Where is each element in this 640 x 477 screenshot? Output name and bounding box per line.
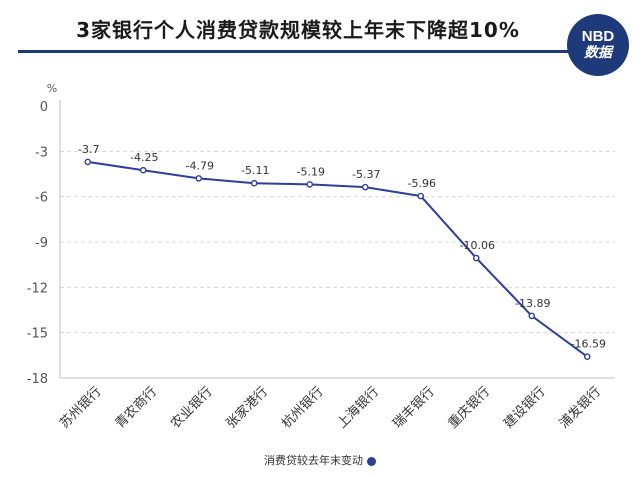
- data-label: -3.7: [78, 143, 99, 156]
- x-tick-label: 重庆银行: [445, 384, 493, 432]
- x-tick-label: 瑞丰银行: [390, 384, 437, 431]
- data-label: -10.06: [460, 239, 495, 252]
- data-label: -4.79: [186, 159, 214, 172]
- x-tick-label: 上海银行: [335, 384, 382, 431]
- x-tick-label: 张家港行: [223, 384, 271, 432]
- y-tick-label: -3: [35, 145, 48, 160]
- y-unit-label: %: [47, 82, 57, 95]
- data-point: [528, 312, 536, 320]
- y-tick-label: -18: [27, 372, 48, 387]
- data-point: [361, 183, 369, 191]
- series-line: [87, 160, 588, 358]
- data-label: -5.96: [408, 177, 436, 190]
- data-point: [583, 353, 591, 360]
- logo-text-data: 数据: [584, 45, 612, 61]
- data-point: [472, 254, 480, 262]
- x-tick-label: 建设银行: [501, 384, 548, 431]
- data-point: [139, 166, 147, 174]
- data-point: [417, 192, 425, 200]
- title-bar: 3家银行个人消费贷款规模较上年末下降超10%: [18, 0, 622, 60]
- data-label: -5.11: [241, 164, 269, 177]
- x-tick-label: 杭州银行: [279, 384, 326, 431]
- data-point: [250, 179, 258, 187]
- y-tick-label: -9: [35, 236, 48, 251]
- data-label: -5.37: [352, 168, 380, 181]
- data-point: [84, 158, 92, 166]
- legend-label: 消费贷较去年末变动: [264, 454, 363, 467]
- title-underline: [18, 50, 578, 53]
- legend-marker: [367, 456, 376, 466]
- data-label: -4.25: [130, 151, 158, 164]
- data-point: [306, 181, 314, 188]
- legend: 消费贷较去年末变动: [0, 452, 640, 468]
- data-label: -16.59: [571, 338, 606, 351]
- y-tick-label: -12: [27, 281, 48, 296]
- y-tick-label: -6: [35, 191, 48, 206]
- y-tick-label: 0: [40, 100, 48, 115]
- data-label: -13.89: [515, 297, 550, 310]
- logo-text-nbd: NBD: [581, 28, 615, 45]
- chart-title: 3家银行个人消费贷款规模较上年末下降超10%: [76, 18, 520, 42]
- nbd-logo: NBD 数据: [567, 14, 629, 76]
- x-tick-label: 青农商行: [113, 384, 160, 431]
- x-tick-label: 浦发银行: [556, 384, 604, 432]
- data-point: [195, 175, 203, 182]
- data-label: -5.19: [297, 165, 325, 178]
- line-chart: % 0 -3 -6 -9 -12 -15 -18 -3.7 -4.25 -4.79 -5.11 -5.1…: [27, 82, 615, 432]
- y-tick-label: -15: [27, 327, 48, 342]
- x-tick-label: 农业银行: [168, 384, 215, 431]
- x-tick-label: 苏州银行: [56, 384, 104, 432]
